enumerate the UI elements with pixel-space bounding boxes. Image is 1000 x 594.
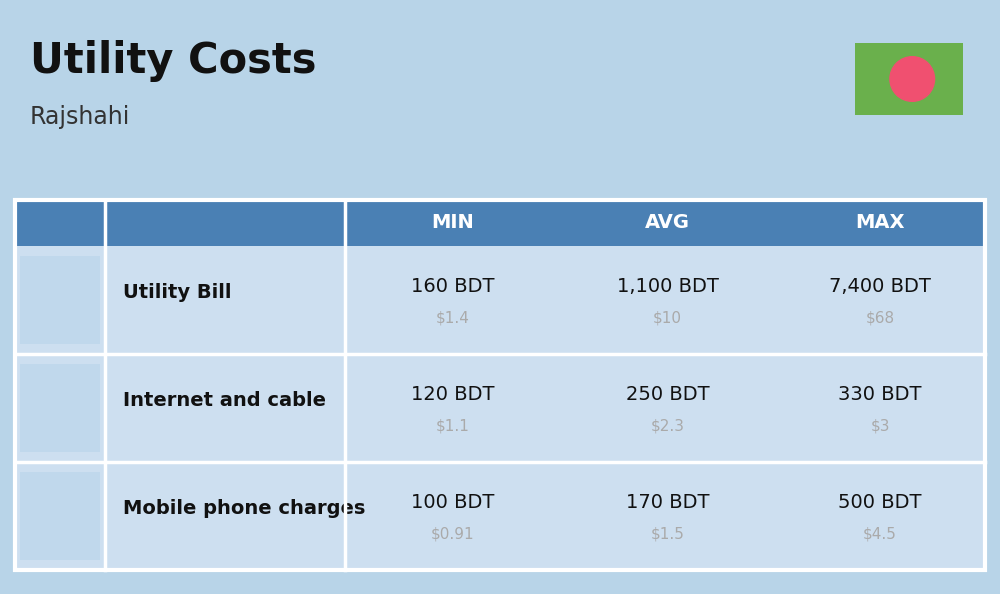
Text: 120 BDT: 120 BDT [411,384,494,403]
Text: $0.91: $0.91 [431,526,474,542]
Text: Mobile phone charges: Mobile phone charges [123,498,365,517]
Text: 250 BDT: 250 BDT [626,384,709,403]
Text: MIN: MIN [431,213,474,232]
Text: 7,400 BDT: 7,400 BDT [829,276,931,295]
Circle shape [890,56,935,102]
Text: 1,100 BDT: 1,100 BDT [617,276,718,295]
Text: 170 BDT: 170 BDT [626,492,709,511]
Text: 500 BDT: 500 BDT [838,492,922,511]
Text: $2.3: $2.3 [650,419,684,434]
FancyBboxPatch shape [20,472,100,560]
FancyBboxPatch shape [15,462,985,570]
Text: $10: $10 [653,311,682,326]
Text: $1.4: $1.4 [436,311,469,326]
Text: MAX: MAX [855,213,905,232]
Text: 100 BDT: 100 BDT [411,492,494,511]
Text: Utility Bill: Utility Bill [123,283,232,302]
Text: $68: $68 [865,311,895,326]
Text: Rajshahi: Rajshahi [30,105,130,129]
Text: Internet and cable: Internet and cable [123,390,326,409]
FancyBboxPatch shape [15,200,985,246]
Text: 160 BDT: 160 BDT [411,276,494,295]
FancyBboxPatch shape [15,354,985,462]
Text: $1.5: $1.5 [651,526,684,542]
Text: 330 BDT: 330 BDT [838,384,922,403]
FancyBboxPatch shape [20,364,100,452]
FancyBboxPatch shape [15,246,985,354]
FancyBboxPatch shape [20,256,100,344]
Text: $3: $3 [870,419,890,434]
Text: $4.5: $4.5 [863,526,897,542]
FancyBboxPatch shape [855,43,963,115]
Text: AVG: AVG [645,213,690,232]
Text: $1.1: $1.1 [436,419,469,434]
Text: Utility Costs: Utility Costs [30,40,316,82]
